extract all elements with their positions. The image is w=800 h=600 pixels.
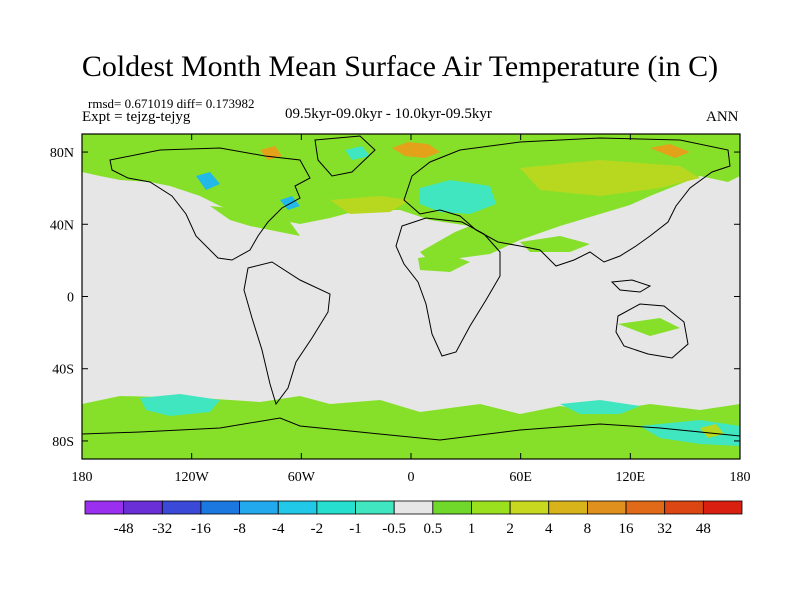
colorbar-swatch: [702, 500, 743, 515]
colorbar-label: 32: [657, 521, 672, 537]
eurasia-coastline: [403, 137, 731, 267]
pacific-southern-cool-anomaly: [140, 394, 220, 416]
colorbar-swatch: [471, 500, 511, 515]
colorbar-swatch: [393, 500, 434, 515]
scandinavia-warm-anomaly: [392, 142, 440, 158]
ross-sea-warm-anomaly: [700, 424, 724, 438]
colorbar-swatch: [277, 500, 318, 515]
eurasia-mid-anomaly: [520, 160, 700, 196]
colorbar-label: -16: [191, 521, 211, 537]
x-tick-label: 60E: [509, 470, 532, 485]
map-panel: [82, 134, 740, 459]
x-tick-label: 180: [730, 470, 751, 485]
colorbar-label: 4: [545, 521, 553, 537]
colorbar-swatch: [239, 500, 279, 515]
north-atlantic-mid-anomaly: [330, 196, 410, 214]
colorbar-label: 16: [619, 521, 635, 537]
sahara-positive-anomaly: [418, 254, 470, 272]
colorbar-label: 48: [696, 521, 711, 537]
south-america-coastline: [243, 261, 331, 406]
colorbar-swatch: [587, 500, 627, 515]
period-label: 09.5kyr-09.0kyr - 10.0kyr-09.5kyr: [285, 106, 492, 122]
colorbar-label: -4: [272, 521, 285, 537]
indonesia-coastline: [610, 279, 652, 293]
colorbar-label: -2: [311, 521, 324, 537]
colorbar-swatch: [161, 500, 202, 515]
greenland-coastline: [314, 135, 376, 177]
colorbar-swatch: [200, 500, 240, 515]
siberia-warm-anomaly: [650, 144, 690, 158]
colorbar-label: -1: [349, 521, 362, 537]
y-axis-tick-labels: 80N 40N 0 40S 80S: [50, 146, 74, 450]
colorbar-swatch: [355, 500, 395, 515]
anomaly-field: [82, 134, 740, 459]
north-america-positive-anomaly: [210, 206, 300, 236]
colorbar-label: 0.5: [423, 521, 442, 537]
y-tick-label: 80S: [52, 435, 74, 450]
y-tick-label: 40N: [50, 218, 74, 233]
colorbar-label: 1: [468, 521, 476, 537]
africa-coastline: [395, 217, 501, 357]
indian-southern-cool-anomaly: [560, 400, 640, 414]
antarctica-coastline: [82, 417, 740, 441]
axis-ticks: [81, 134, 741, 459]
colorbar-swatch: [432, 500, 472, 515]
colorbar: [84, 500, 743, 515]
x-tick-label: 120E: [616, 470, 646, 485]
colorbar-swatch: [664, 500, 704, 515]
x-tick-label: 180: [72, 470, 93, 485]
colorbar-swatch: [84, 500, 125, 515]
north-america-coastline: [109, 147, 311, 261]
colorbar-label: -8: [233, 521, 246, 537]
colorbar-labels: -48 -32 -16 -8 -4 -2 -1 -0.5 0.5 1 2 4 8 16 32 48: [114, 521, 711, 537]
y-tick-label: 0: [67, 291, 74, 306]
colorbar-label: 2: [506, 521, 514, 537]
colorbar-label: -48: [114, 521, 134, 537]
india-positive-anomaly: [520, 236, 590, 252]
x-tick-label: 120W: [175, 470, 210, 485]
coastlines: [82, 135, 740, 441]
colorbar-swatch: [509, 500, 550, 515]
australia-positive-anomaly: [618, 318, 680, 336]
colorbar-swatch: [548, 500, 588, 515]
barents-cool-anomaly: [345, 146, 370, 160]
chart-title: Coldest Month Mean Surface Air Temperatu…: [81, 50, 719, 83]
season-label: ANN: [706, 109, 739, 125]
rmsd-diff-stats: rmsd= 0.671019 diff= 0.173982: [88, 96, 255, 111]
colorbar-swatch: [625, 500, 666, 515]
y-tick-label: 80N: [50, 146, 74, 161]
x-axis-tick-labels: 180 120W 60W 0 60E 120E 180: [72, 470, 751, 485]
australia-coastline: [615, 303, 689, 359]
colorbar-swatch: [123, 500, 163, 515]
x-tick-label: 0: [408, 470, 415, 485]
experiment-label: Expt = tejzg-tejyg: [82, 109, 191, 125]
colorbar-label: -0.5: [382, 521, 406, 537]
y-tick-label: 40S: [52, 363, 74, 378]
alaska-cool-anomaly: [196, 172, 220, 190]
colorbar-label: -32: [152, 521, 172, 537]
colorbar-swatch: [316, 500, 356, 515]
colorbar-label: 8: [584, 521, 592, 537]
europe-cool-anomaly: [420, 180, 496, 214]
x-tick-label: 60W: [288, 470, 316, 485]
